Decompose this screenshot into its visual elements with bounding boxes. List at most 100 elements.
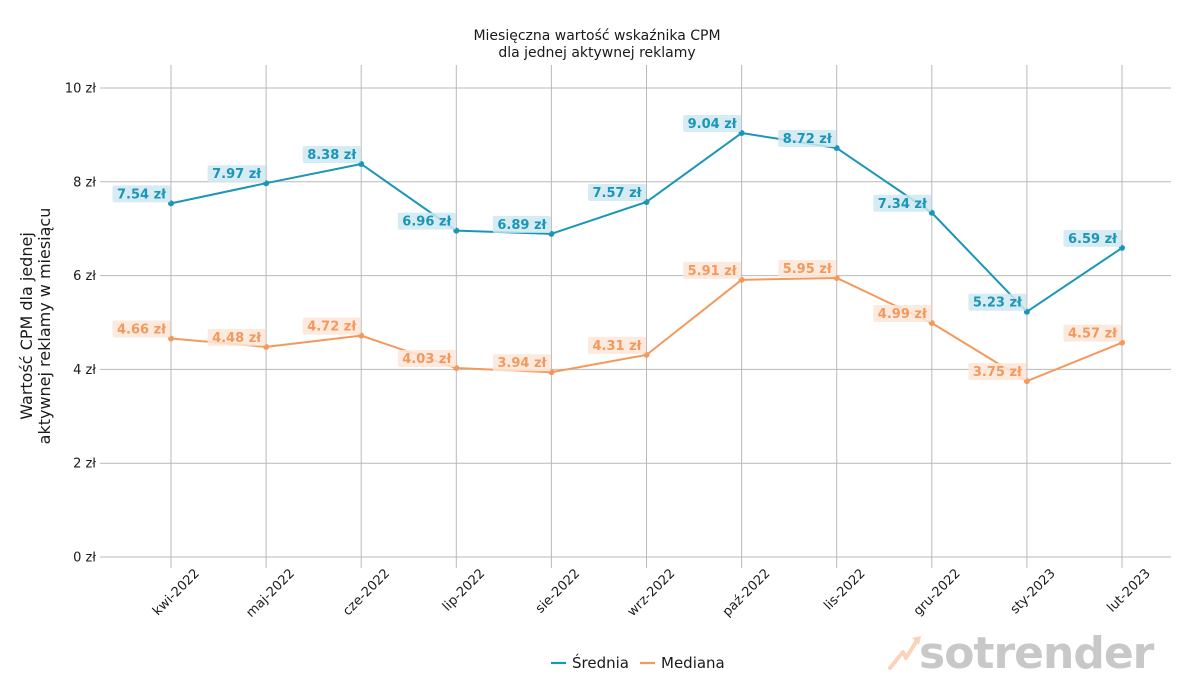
x-tick-label: lip-2022	[440, 566, 488, 614]
data-label-srednia: 6.96 zł	[397, 212, 456, 230]
data-label-background	[683, 261, 742, 279]
x-tick-label: kwi-2022	[150, 566, 203, 619]
data-label-srednia: 7.97 zł	[207, 165, 266, 183]
legend: Średnia Mediana	[551, 653, 725, 672]
data-label-mediana: 4.66 zł	[112, 320, 171, 338]
sotrender-watermark: sotrender	[888, 628, 1156, 679]
legend-item-srednia: Średnia	[551, 653, 629, 672]
data-label-background	[207, 328, 266, 346]
data-label-text: 4.57 zł	[1068, 327, 1118, 342]
data-label-srednia: 8.72 zł	[778, 130, 837, 148]
data-label-background	[207, 165, 266, 183]
y-tick-label: 2 zł	[73, 457, 96, 472]
data-label-srednia: 9.04 zł	[683, 115, 742, 133]
data-label-mediana: 3.94 zł	[492, 354, 551, 372]
data-label-mediana: 4.99 zł	[873, 304, 932, 322]
data-label-srednia: 5.23 zł	[968, 293, 1027, 311]
data-label-text: 3.75 zł	[973, 365, 1023, 380]
data-label-text: 4.48 zł	[212, 331, 262, 346]
data-label-background	[873, 194, 932, 212]
y-axis-label-line-1: Wartość CPM dla jednej	[17, 232, 36, 420]
data-label-background	[1063, 324, 1122, 342]
data-label-text: 4.99 zł	[878, 307, 928, 322]
data-label-text: 8.72 zł	[783, 132, 833, 147]
x-tick-label: lut-2023	[1105, 566, 1154, 615]
data-label-background	[112, 185, 171, 203]
chart-title: Miesięczna wartość wskaźnika CPM dla jed…	[473, 28, 720, 61]
data-label-background	[588, 183, 646, 201]
data-label-background	[968, 293, 1027, 311]
data-label-text: 6.89 zł	[497, 218, 547, 233]
chart-title-line-1: Miesięczna wartość wskaźnika CPM	[473, 28, 720, 44]
x-tick-label: wrz-2022	[625, 566, 678, 619]
x-tick-label: lis-2022	[821, 566, 868, 613]
y-axis-label: Wartość CPM dla jednej aktywnej reklamy …	[17, 208, 54, 445]
data-label-srednia: 7.34 zł	[873, 194, 932, 212]
y-gridlines	[100, 87, 1171, 558]
y-tick-label: 0 zł	[73, 551, 96, 566]
legend-item-mediana: Mediana	[640, 654, 725, 672]
y-axis-label-line-2: aktywnej reklamy w miesiącu	[35, 208, 54, 445]
data-label-background	[873, 304, 932, 322]
data-label-text: 4.72 zł	[307, 320, 357, 335]
y-tick-label: 8 zł	[73, 175, 96, 190]
data-label-text: 7.97 zł	[212, 167, 262, 182]
data-label-background	[588, 336, 646, 354]
data-label-mediana: 4.72 zł	[302, 317, 361, 335]
data-label-background	[778, 130, 837, 148]
data-label-background	[302, 145, 361, 163]
data-label-background	[397, 349, 456, 367]
data-label-background	[968, 363, 1027, 381]
data-label-text: 6.96 zł	[402, 215, 452, 230]
data-label-text: 6.59 zł	[1068, 232, 1118, 247]
watermark-text: sotrender	[919, 628, 1155, 679]
data-label-text: 4.03 zł	[402, 352, 452, 367]
x-tick-label: paź-2022	[720, 566, 774, 620]
legend-label-srednia: Średnia	[572, 653, 629, 672]
data-label-mediana: 5.95 zł	[778, 259, 837, 277]
data-label-text: 4.31 zł	[593, 339, 643, 354]
data-label-background	[397, 212, 456, 230]
chart-title-line-2: dla jednej aktywnej reklamy	[498, 45, 695, 61]
data-label-mediana: 4.31 zł	[588, 336, 646, 354]
data-label-mediana: 4.03 zł	[397, 349, 456, 367]
data-label-text: 7.34 zł	[878, 197, 928, 212]
data-label-background	[683, 115, 742, 133]
data-label-mediana: 4.48 zł	[207, 328, 266, 346]
data-label-background	[492, 215, 551, 233]
x-gridlines	[170, 65, 1123, 568]
y-tick-label: 6 zł	[73, 269, 96, 284]
data-label-text: 3.94 zł	[497, 356, 547, 371]
data-label-mediana: 3.75 zł	[968, 363, 1027, 381]
series-data-labels: 7.54 zł 7.97 zł 8.38 zł 6.96 zł 6.89 zł 7.57 …	[112, 115, 1122, 381]
x-tick-label: gru-2022	[911, 566, 964, 619]
data-label-srednia: 6.59 zł	[1063, 229, 1122, 247]
data-label-text: 9.04 zł	[688, 117, 738, 132]
data-label-background	[1063, 229, 1122, 247]
y-tick-label: 10 zł	[65, 82, 96, 97]
data-label-background	[492, 354, 551, 372]
data-label-text: 7.57 zł	[593, 186, 643, 201]
data-label-text: 5.23 zł	[973, 296, 1023, 311]
x-tick-label: cze-2022	[340, 566, 393, 619]
legend-label-mediana: Mediana	[661, 654, 725, 672]
data-label-srednia: 6.89 zł	[492, 215, 551, 233]
data-label-srednia: 7.54 zł	[112, 185, 171, 203]
data-label-background	[112, 320, 171, 338]
data-label-mediana: 4.57 zł	[1063, 324, 1122, 342]
data-label-srednia: 7.57 zł	[588, 183, 646, 201]
trend-arrow-icon	[888, 636, 921, 670]
x-axis-ticks: kwi-2022 maj-2022 cze-2022 lip-2022 sie-2022…	[150, 566, 1154, 620]
x-tick-label: sty-2023	[1008, 566, 1059, 617]
x-tick-label: sie-2022	[533, 566, 583, 616]
data-label-background	[302, 317, 361, 335]
data-label-text: 5.95 zł	[783, 262, 833, 277]
x-tick-label: maj-2022	[243, 566, 297, 620]
y-tick-label: 4 zł	[73, 363, 96, 378]
data-label-srednia: 8.38 zł	[302, 145, 361, 163]
data-label-mediana: 5.91 zł	[683, 261, 742, 279]
data-label-text: 7.54 zł	[117, 187, 167, 202]
data-label-text: 4.66 zł	[117, 322, 167, 337]
data-label-text: 8.38 zł	[307, 148, 357, 163]
